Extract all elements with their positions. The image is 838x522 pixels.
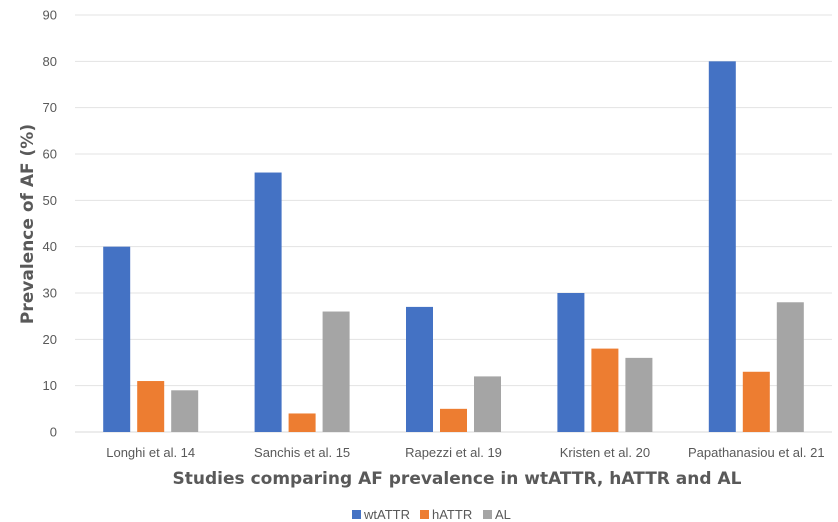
y-tick-label: 0 [50,425,57,440]
bars [103,61,804,433]
x-axis-title: Studies comparing AF prevalence in wtATT… [173,469,742,489]
bar-al-3 [474,376,501,432]
x-tick-label: Kristen et al. 20 [560,445,650,460]
bar-wtattr-3 [406,306,433,432]
y-tick-label: 30 [43,286,57,301]
y-tick-label: 90 [43,8,57,23]
y-axis-ticks: 0 10 20 30 40 50 60 70 80 90 [43,8,57,440]
bar-hattr-5 [742,371,770,432]
y-tick-label: 60 [43,147,57,162]
x-tick-label: Longhi et al. 14 [106,445,195,460]
legend-swatch-wtattr [352,510,361,519]
bar-hattr-1 [137,381,165,432]
y-tick-label: 20 [43,332,57,347]
x-tick-label: Rapezzi et al. 19 [405,445,502,460]
legend-swatch-hattr [420,510,429,519]
y-tick-label: 80 [43,54,57,69]
x-axis-ticks: Longhi et al. 14 Sanchis et al. 15 Rapezzi… [106,445,824,460]
legend: wtATTR hATTR AL [352,507,511,522]
bar-wtattr-5 [708,61,736,432]
x-tick-label: Sanchis et al. 15 [254,445,350,460]
bar-hattr-3 [440,408,467,432]
gridlines [75,14,832,433]
y-tick-label: 40 [43,239,57,254]
bar-al-2 [322,311,350,432]
legend-swatch-al [483,510,492,519]
legend-label-wtattr: wtATTR [363,507,410,522]
bar-al-1 [171,390,199,432]
bar-wtattr-2 [254,172,282,433]
bar-hattr-2 [288,413,316,432]
y-axis-title: Prevalence of AF (%) [18,124,38,324]
bar-hattr-4 [591,348,619,432]
bar-wtattr-1 [103,246,131,432]
bar-wtattr-4 [557,293,585,432]
y-tick-label: 50 [43,193,57,208]
y-tick-label: 70 [43,100,57,115]
x-tick-label: Papathanasiou et al. 21 [688,445,825,460]
bar-al-5 [776,302,804,432]
legend-label-hattr: hATTR [432,507,472,522]
legend-label-al: AL [495,507,511,522]
y-tick-label: 10 [43,378,57,393]
bar-al-4 [625,357,653,432]
